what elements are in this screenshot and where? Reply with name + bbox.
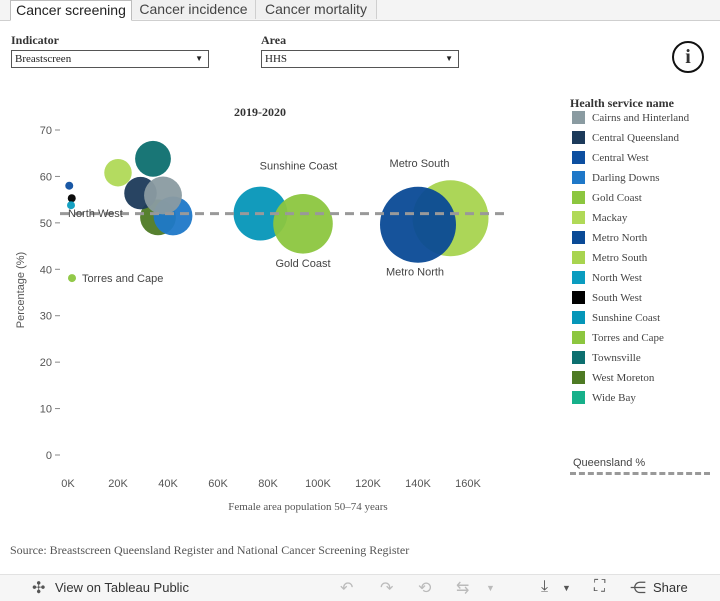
- legend-swatch: [572, 191, 585, 204]
- data-point: [65, 181, 74, 190]
- chart-title: 2019-2020: [234, 105, 286, 119]
- dropdown-arrow-icon: ▼: [445, 54, 453, 63]
- legend-swatch: [572, 271, 585, 284]
- x-tick-label: 0K: [61, 478, 75, 490]
- legend-swatch: [572, 131, 585, 144]
- data-point: [273, 194, 333, 254]
- queensland-reference-swatch: [570, 472, 710, 475]
- indicator-value: Breastscreen: [15, 53, 72, 65]
- data-point: [380, 186, 456, 263]
- dropdown-arrow-icon: ▼: [195, 54, 203, 63]
- view-on-tableau-public-link[interactable]: View on Tableau Public: [55, 580, 189, 595]
- legend-label: Cairns and Hinterland: [592, 112, 690, 124]
- area-label: Area: [261, 33, 287, 47]
- data-point: [68, 274, 76, 283]
- fullscreen-icon[interactable]: ⛶: [594, 578, 606, 595]
- legend-swatch: [572, 111, 585, 124]
- download-dropdown-icon[interactable]: ▼: [562, 583, 571, 593]
- area-select[interactable]: HHS ▼: [261, 50, 459, 68]
- indicator-label: Indicator: [11, 33, 59, 47]
- tab-cancer-incidence[interactable]: Cancer incidence: [132, 0, 256, 19]
- legend-swatch: [572, 291, 585, 304]
- legend-label: Central West: [592, 152, 649, 164]
- share-icon[interactable]: ⋲: [630, 580, 646, 597]
- legend-swatch: [572, 331, 585, 344]
- x-tick-label: 140K: [405, 478, 431, 490]
- area-value: HHS: [265, 53, 288, 65]
- data-point: [135, 140, 171, 177]
- legend-label: Central Queensland: [592, 132, 680, 144]
- legend-label: Townsville: [592, 352, 641, 364]
- refresh-icon[interactable]: ⇆: [456, 580, 470, 597]
- x-tick-label: 120K: [355, 478, 381, 490]
- y-tick-label: 50: [40, 218, 52, 230]
- data-point: [144, 176, 182, 215]
- data-label: Torres and Cape: [82, 273, 163, 285]
- download-icon[interactable]: ⤓: [541, 578, 549, 595]
- undo-icon[interactable]: ↶: [340, 580, 354, 597]
- legend-swatch: [572, 151, 585, 164]
- scatter-chart: 2019-2020 0 10 20 30 40 50 60 70 0K 20K 40K 60K 80K 10…: [15, 105, 505, 513]
- y-tick-label: 70: [40, 125, 52, 137]
- data-point: [67, 201, 75, 210]
- legend-label: West Moreton: [592, 372, 655, 384]
- y-axis-title: Percentage (%): [15, 252, 27, 328]
- legend-label: South West: [592, 292, 642, 304]
- legend-label: Metro North: [592, 232, 648, 244]
- y-tick-label: 10: [40, 404, 52, 416]
- redo-icon[interactable]: ↷: [380, 580, 394, 597]
- tableau-logo-icon: ✣: [32, 580, 46, 597]
- legend-label: North West: [592, 272, 642, 284]
- data-label: Sunshine Coast: [260, 161, 338, 173]
- y-tick-label: 20: [40, 357, 52, 369]
- legend-swatch: [572, 231, 585, 244]
- legend-label: Sunshine Coast: [592, 312, 661, 324]
- refresh-dropdown-icon[interactable]: ▼: [486, 583, 495, 593]
- legend-label: Metro South: [592, 252, 648, 264]
- tab-bar: Cancer screening Cancer incidence Cancer…: [0, 0, 720, 21]
- legend-swatch: [572, 391, 585, 404]
- y-tick-label: 60: [40, 171, 52, 183]
- x-tick-label: 40K: [158, 478, 178, 490]
- x-axis-title: Female area population 50–74 years: [228, 501, 387, 513]
- y-tick-label: 0: [46, 450, 52, 462]
- legend-swatch: [572, 351, 585, 364]
- legend-title: Health service name: [570, 96, 674, 110]
- share-button[interactable]: Share: [653, 580, 688, 595]
- y-tick-label: 40: [40, 264, 52, 276]
- x-tick-label: 20K: [108, 478, 128, 490]
- data-point: [67, 194, 76, 203]
- info-icon[interactable]: i: [672, 41, 704, 73]
- data-label: Metro North: [386, 267, 444, 279]
- legend-label: Torres and Cape: [592, 332, 664, 344]
- legend-swatch: [572, 371, 585, 384]
- x-tick-label: 60K: [208, 478, 228, 490]
- indicator-select[interactable]: Breastscreen ▼: [11, 50, 209, 68]
- x-tick-label: 100K: [305, 478, 331, 490]
- data-label: North West: [68, 208, 123, 220]
- legend-label: Mackay: [592, 212, 628, 224]
- tab-cancer-screening[interactable]: Cancer screening: [10, 0, 132, 21]
- data-label: Metro South: [390, 158, 450, 170]
- legend-label: Darling Downs: [592, 172, 660, 184]
- legend-swatch: [572, 251, 585, 264]
- legend-label: Gold Coast: [592, 192, 642, 204]
- y-tick-label: 30: [40, 311, 52, 323]
- revert-icon[interactable]: ⟲: [418, 580, 432, 597]
- source-note: Source: Breastscreen Queensland Register…: [10, 543, 410, 557]
- data-label: Gold Coast: [275, 258, 330, 270]
- legend-swatch: [572, 211, 585, 224]
- legend-swatch: [572, 171, 585, 184]
- x-tick-label: 160K: [455, 478, 481, 490]
- tab-cancer-mortality[interactable]: Cancer mortality: [256, 0, 377, 19]
- queensland-reference-label: Queensland %: [573, 457, 646, 469]
- legend-swatch: [572, 311, 585, 324]
- data-point: [104, 158, 132, 187]
- legend-label: Wide Bay: [592, 392, 636, 404]
- tableau-toolbar: ✣ View on Tableau Public ↶ ↷ ⟲ ⇆ ▼ ⤓ ▼ ⛶…: [0, 574, 720, 601]
- x-tick-label: 80K: [258, 478, 278, 490]
